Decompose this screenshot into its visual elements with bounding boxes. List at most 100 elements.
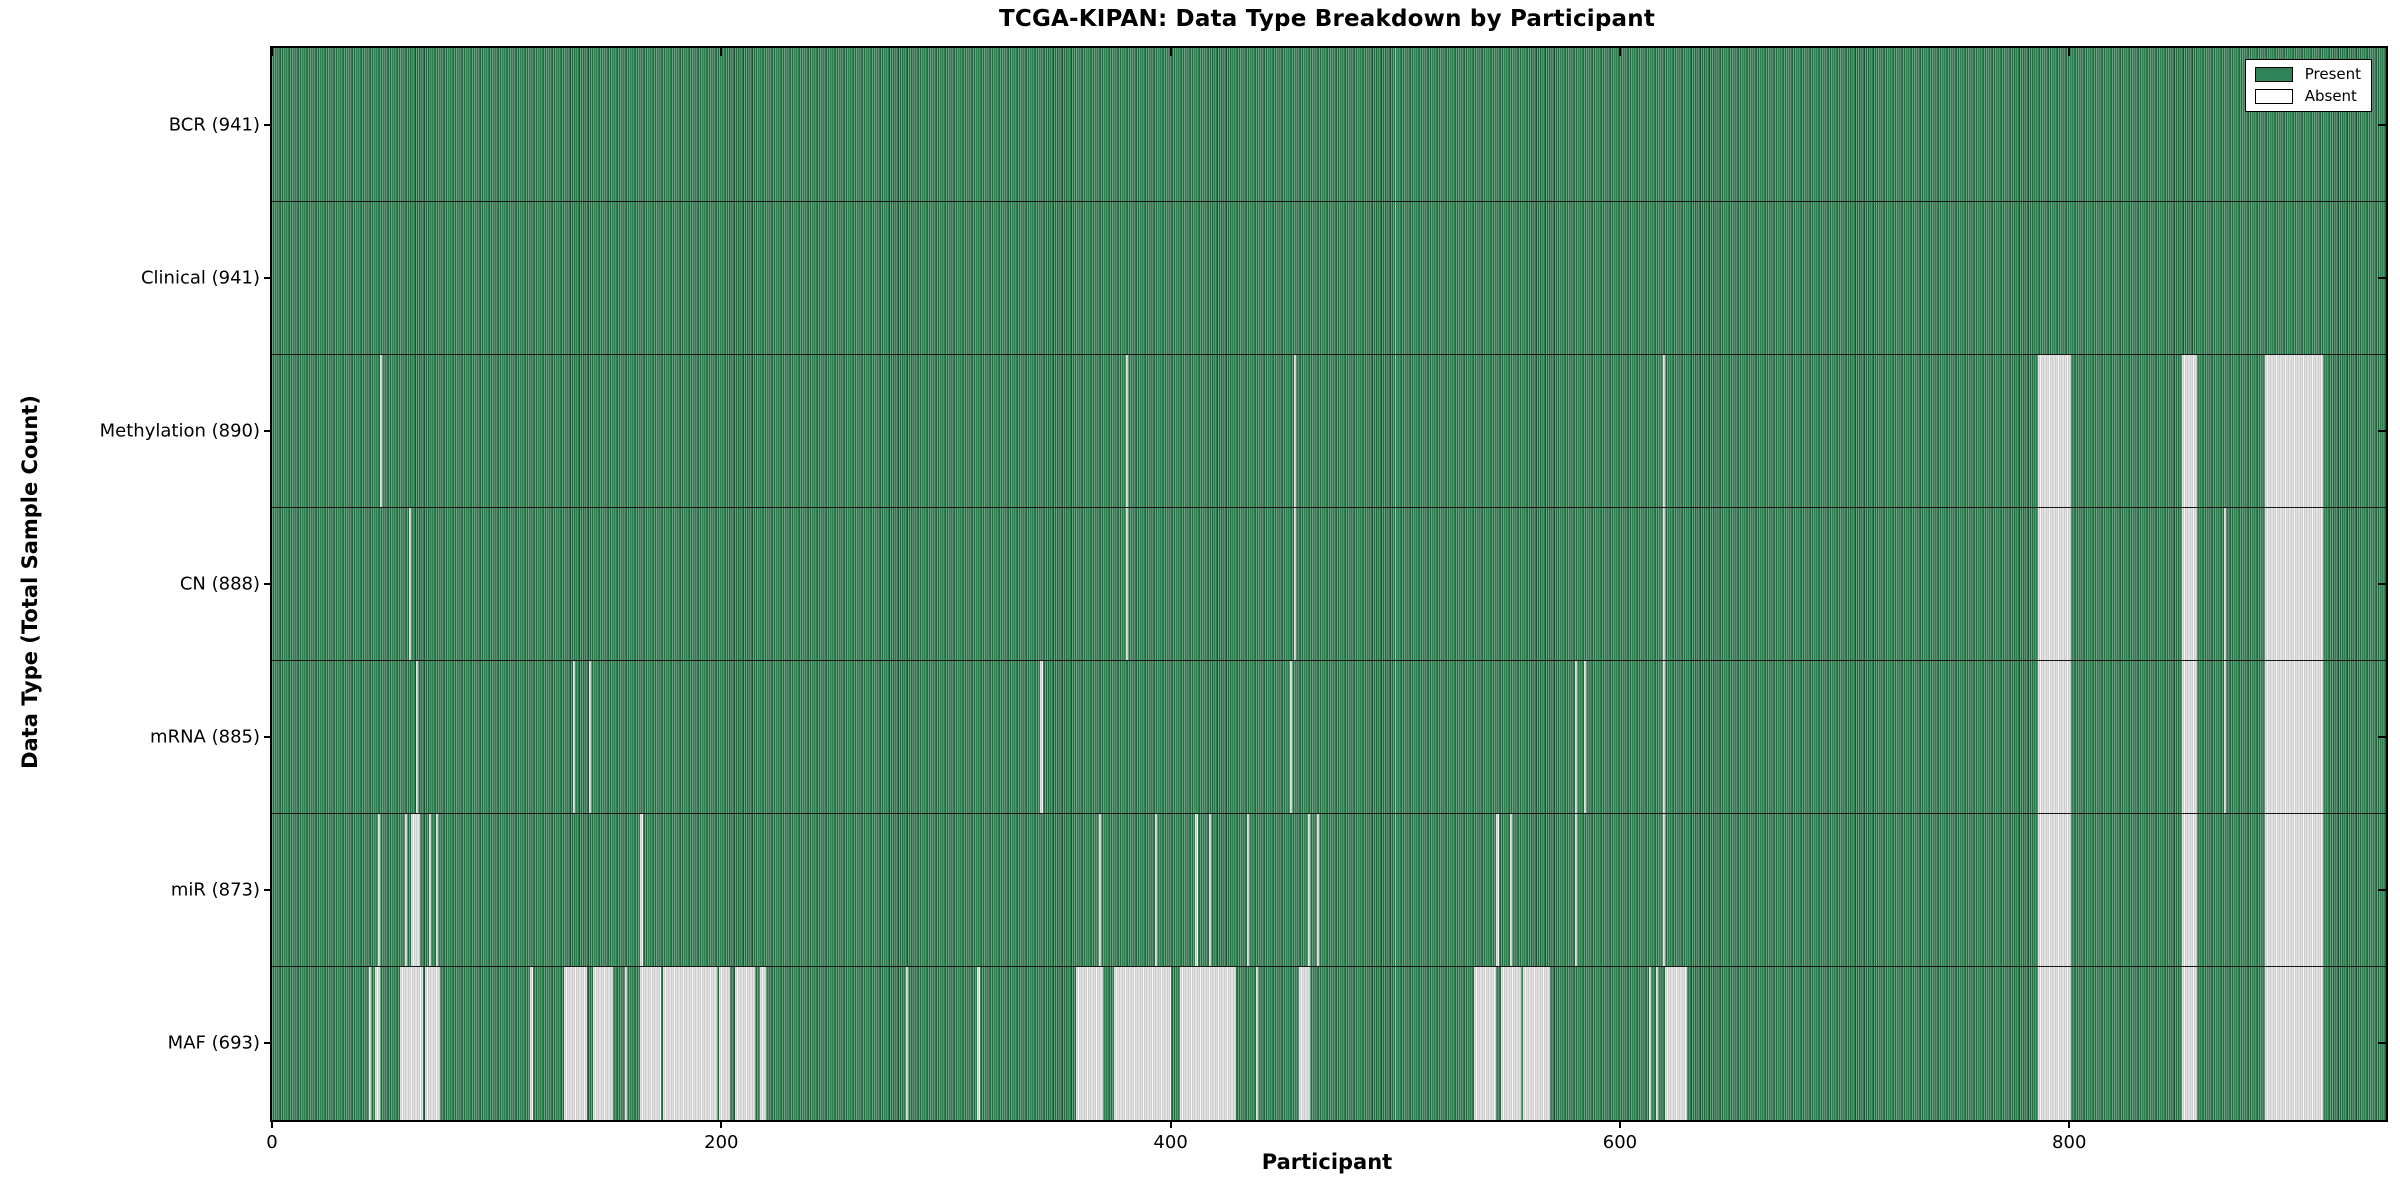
absent-segment — [435, 813, 439, 967]
absent-segment — [415, 660, 418, 814]
y-axis-label: Data Type (Total Sample Count) — [18, 395, 42, 769]
absent-segment — [2264, 354, 2324, 508]
absent-segment — [2264, 507, 2324, 661]
x-tick-mark — [1618, 1120, 1621, 1128]
row-divider-line — [272, 353, 2386, 355]
absent-segment — [400, 966, 423, 1120]
absent-segment — [375, 966, 380, 1120]
absent-segment — [2264, 660, 2324, 814]
x-tick-label: 400 — [1153, 1132, 1188, 1153]
absent-segment — [640, 813, 643, 967]
absent-segment — [1655, 966, 1659, 1120]
data-row-Clinical — [272, 201, 2386, 355]
absent-segment — [2181, 966, 2198, 1120]
absent-segment — [1076, 966, 1104, 1120]
y-tick-label: Methylation (890) — [99, 420, 260, 442]
absent-segment — [573, 660, 576, 814]
absent-segment — [2224, 660, 2227, 814]
absent-segment — [1294, 354, 1297, 508]
x-tick-label: 200 — [704, 1132, 739, 1153]
absent-segment — [1523, 966, 1551, 1120]
absent-segment — [1473, 966, 1497, 1120]
x-tick-mark — [2068, 1120, 2071, 1128]
absent-segment — [2181, 354, 2198, 508]
absent-segment — [1114, 966, 1171, 1120]
absent-segment — [2037, 813, 2072, 967]
chart-title: TCGA-KIPAN: Data Type Breakdown by Parti… — [998, 6, 1656, 32]
absent-segment — [1649, 966, 1652, 1120]
data-row-CN — [272, 507, 2386, 661]
absent-segment — [379, 354, 383, 508]
absent-segment — [1255, 966, 1259, 1120]
absent-segment — [1098, 813, 1101, 967]
absent-segment — [564, 966, 587, 1120]
y-tick-mark — [2378, 736, 2386, 739]
absent-segment — [530, 966, 533, 1120]
absent-segment — [1662, 354, 1665, 508]
legend-swatch-absent-icon — [2254, 89, 2293, 104]
x-tick-mark — [720, 1120, 723, 1128]
absent-segment — [1195, 813, 1198, 967]
absent-segment — [1662, 660, 1665, 814]
absent-segment — [377, 813, 380, 967]
absent-segment — [411, 813, 421, 967]
data-row-BCR — [272, 48, 2386, 202]
absent-segment — [2264, 966, 2324, 1120]
absent-segment — [977, 966, 980, 1120]
y-tick-label: MAF (693) — [167, 1032, 260, 1054]
absent-segment — [2264, 813, 2324, 967]
legend: Present Absent — [2244, 59, 2372, 112]
absent-segment — [1500, 966, 1522, 1120]
absent-segment — [905, 966, 908, 1120]
absent-segment — [1316, 813, 1319, 967]
absent-segment — [409, 507, 412, 661]
y-tick-mark — [264, 736, 272, 739]
row-divider-line — [272, 200, 2386, 202]
absent-segment — [1125, 507, 1128, 661]
absent-segment — [624, 966, 627, 1120]
x-tick-mark — [720, 48, 723, 56]
row-divider-line — [272, 966, 2386, 968]
plot-area: BCR (941) Clinical (941) Methylation (890)… — [100, 46, 2388, 1153]
x-tick-mark — [2068, 48, 2071, 56]
absent-segment — [429, 813, 432, 967]
absent-segment — [2181, 813, 2198, 967]
x-tick-mark — [1169, 48, 1172, 56]
absent-segment — [734, 966, 755, 1120]
data-row-miR — [272, 813, 2386, 967]
x-tick-mark — [1618, 48, 1621, 56]
absent-segment — [1125, 354, 1128, 508]
y-tick-label: Clinical (941) — [140, 267, 260, 289]
data-row-Methylation — [272, 354, 2386, 508]
y-tick-mark — [2378, 583, 2386, 585]
y-tick-mark — [264, 1042, 272, 1045]
y-tick-mark — [264, 583, 272, 585]
y-tick-mark — [2378, 276, 2386, 279]
data-row-mRNA — [272, 660, 2386, 814]
data-row-MAF — [272, 966, 2386, 1120]
absent-segment — [1154, 813, 1158, 967]
absent-segment — [1179, 966, 1236, 1120]
y-tick-label: BCR (941) — [168, 114, 260, 136]
legend-swatch-present-icon — [2254, 67, 2293, 82]
x-tick-mark — [271, 1120, 273, 1128]
absent-segment — [1583, 660, 1587, 814]
absent-segment — [588, 660, 591, 814]
absent-segment — [368, 966, 371, 1120]
x-tick-mark — [1169, 1120, 1172, 1128]
x-tick-label: 800 — [2052, 1132, 2087, 1153]
x-tick-label: 0 — [266, 1132, 278, 1153]
y-tick-mark — [264, 429, 272, 432]
y-tick-mark — [2378, 429, 2386, 432]
absent-segment — [719, 966, 731, 1120]
absent-segment — [1664, 966, 1688, 1120]
row-divider-line — [272, 506, 2386, 508]
absent-segment — [2037, 660, 2072, 814]
y-tick-label: mRNA (885) — [150, 726, 260, 748]
absent-segment — [1294, 507, 1297, 661]
x-tick-label: 600 — [1602, 1132, 1638, 1153]
absent-segment — [404, 813, 407, 967]
absent-segment — [759, 966, 767, 1120]
x-tick-mark — [271, 48, 273, 56]
